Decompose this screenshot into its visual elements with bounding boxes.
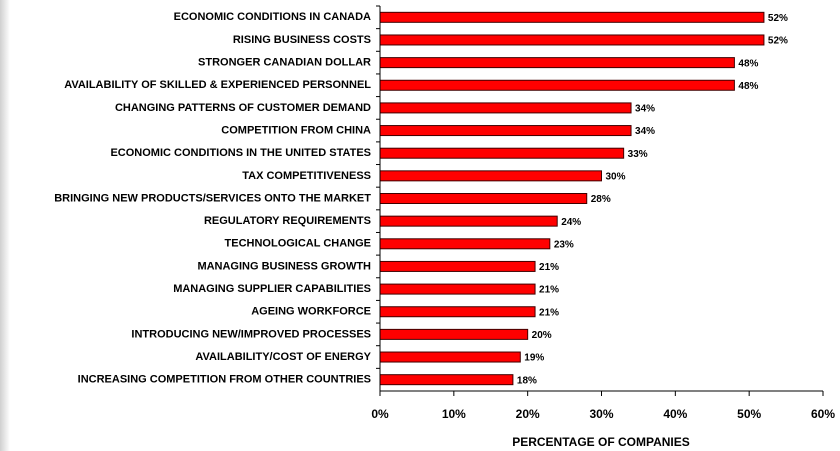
bar — [379, 34, 765, 46]
x-tick-label: 50% — [737, 407, 761, 421]
category-label: STRONGER CANADIAN DOLLAR — [198, 57, 371, 69]
value-label: 19% — [524, 353, 544, 364]
value-label: 21% — [539, 262, 559, 273]
category-label: INCREASING COMPETITION FROM OTHER COUNTR… — [78, 374, 371, 386]
value-label: 48% — [738, 58, 758, 69]
category-label: TAX COMPETITIVENESS — [242, 170, 371, 182]
value-label: 34% — [635, 126, 655, 137]
value-label: 52% — [768, 36, 788, 47]
value-label: 20% — [532, 330, 552, 341]
x-tick-label: 30% — [589, 407, 613, 421]
category-label: INTRODUCING NEW/IMPROVED PROCESSES — [131, 328, 371, 340]
value-label: 21% — [539, 307, 559, 318]
category-label: MANAGING SUPPLIER CAPABILITIES — [173, 283, 371, 295]
value-label: 23% — [554, 239, 574, 250]
bar — [379, 283, 536, 295]
value-label: 48% — [738, 81, 758, 92]
category-label: AVAILABILITY OF SKILLED & EXPERIENCED PE… — [64, 79, 371, 91]
bar — [379, 260, 536, 272]
bar — [379, 351, 521, 363]
category-label: COMPETITION FROM CHINA — [221, 124, 371, 136]
x-tick-label: 0% — [371, 407, 389, 421]
edge-shade — [0, 0, 10, 451]
value-label: 30% — [606, 171, 626, 182]
bar — [379, 57, 735, 69]
bar — [379, 102, 632, 114]
value-label: 28% — [591, 194, 611, 205]
bar — [379, 147, 625, 159]
category-label: BRINGING NEW PRODUCTS/SERVICES ONTO THE … — [54, 192, 371, 204]
bar — [379, 306, 536, 318]
bar — [379, 238, 551, 250]
bar — [379, 193, 588, 204]
category-label: MANAGING BUSINESS GROWTH — [197, 260, 371, 272]
value-label: 33% — [628, 149, 648, 160]
value-label: 21% — [539, 285, 559, 296]
category-label: REGULATORY REQUIREMENTS — [204, 215, 371, 227]
x-tick-label: 60% — [811, 407, 835, 421]
x-axis-title: PERCENTAGE OF COMPANIES — [512, 435, 690, 449]
value-label: 34% — [635, 104, 655, 115]
bar — [379, 215, 558, 227]
category-label: AGEING WORKFORCE — [251, 306, 371, 318]
category-label: ECONOMIC CONDITIONS IN THE UNITED STATES — [110, 147, 371, 159]
category-label: ECONOMIC CONDITIONS IN CANADA — [174, 11, 371, 23]
category-label: RISING BUSINESS COSTS — [233, 34, 371, 46]
bar — [379, 125, 632, 137]
value-label: 18% — [517, 375, 537, 386]
x-tick-label: 10% — [442, 407, 466, 421]
category-label: AVAILABILITY/COST OF ENERGY — [195, 351, 371, 363]
value-label: 52% — [768, 13, 788, 24]
x-tick-label: 40% — [663, 407, 687, 421]
bar — [379, 79, 735, 91]
bar — [379, 374, 514, 386]
bar — [379, 170, 602, 182]
category-label: CHANGING PATTERNS OF CUSTOMER DEMAND — [115, 102, 371, 114]
category-label: TECHNOLOGICAL CHANGE — [225, 238, 371, 250]
bar — [379, 328, 529, 340]
value-label: 24% — [561, 217, 581, 228]
bar — [379, 11, 765, 23]
x-tick-label: 20% — [516, 407, 540, 421]
